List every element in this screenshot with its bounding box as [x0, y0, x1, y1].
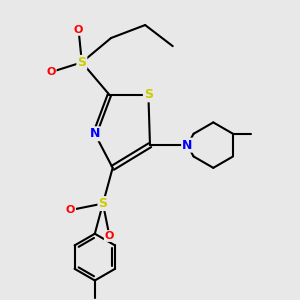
Text: O: O [46, 67, 56, 77]
Text: O: O [74, 25, 83, 35]
Text: O: O [105, 231, 114, 241]
Text: S: S [98, 197, 107, 210]
Text: S: S [77, 56, 86, 69]
Text: O: O [66, 205, 75, 215]
Text: N: N [182, 139, 193, 152]
Text: N: N [90, 127, 100, 140]
Text: S: S [144, 88, 153, 101]
